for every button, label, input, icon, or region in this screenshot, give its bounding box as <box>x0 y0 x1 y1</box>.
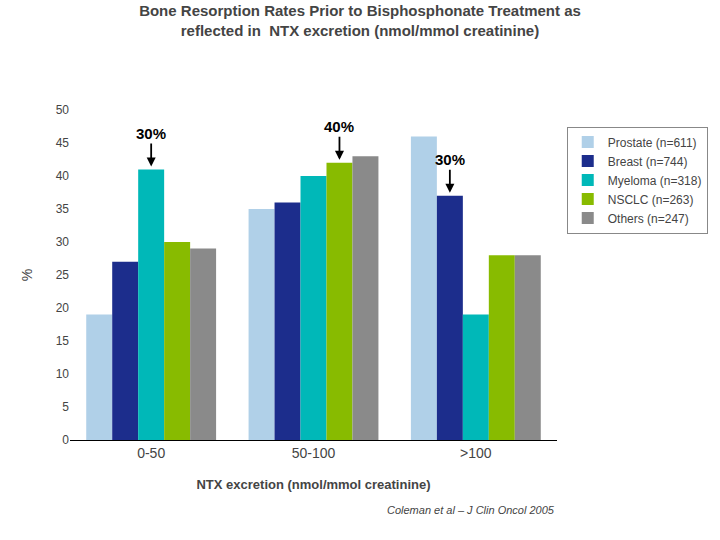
svg-text:Prostate (n=611): Prostate (n=611) <box>608 136 697 150</box>
svg-text:30%: 30% <box>136 125 166 142</box>
svg-text:40: 40 <box>56 169 70 183</box>
svg-text:Breast (n=744): Breast (n=744) <box>608 155 688 169</box>
svg-text:50: 50 <box>56 103 70 117</box>
svg-text:Bone Resorption Rates Prior to: Bone Resorption Rates Prior to Bisphosph… <box>139 2 581 39</box>
svg-text:30: 30 <box>56 235 70 249</box>
svg-text:Coleman et al – J Clin Oncol 2: Coleman et al – J Clin Oncol 2005 <box>387 504 555 516</box>
svg-text:10: 10 <box>56 367 70 381</box>
svg-text:15: 15 <box>56 334 70 348</box>
svg-text:NSCLC (n=263): NSCLC (n=263) <box>608 193 694 207</box>
svg-text:40%: 40% <box>324 118 354 135</box>
svg-text:5: 5 <box>62 400 69 414</box>
svg-text:35: 35 <box>56 202 70 216</box>
svg-text:Others (n=247): Others (n=247) <box>608 212 689 226</box>
svg-text:45: 45 <box>56 136 70 150</box>
svg-text:%: % <box>19 269 35 281</box>
svg-text:NTX excretion (nmol/mmol creat: NTX excretion (nmol/mmol creatinine) <box>196 477 430 492</box>
svg-text:30%: 30% <box>435 151 465 168</box>
svg-text:0-50: 0-50 <box>137 445 165 461</box>
svg-text:50-100: 50-100 <box>292 445 336 461</box>
svg-text:>100: >100 <box>460 445 492 461</box>
svg-text:25: 25 <box>56 268 70 282</box>
svg-text:0: 0 <box>62 433 69 447</box>
svg-text:Myeloma (n=318): Myeloma (n=318) <box>608 174 702 188</box>
svg-text:20: 20 <box>56 301 70 315</box>
